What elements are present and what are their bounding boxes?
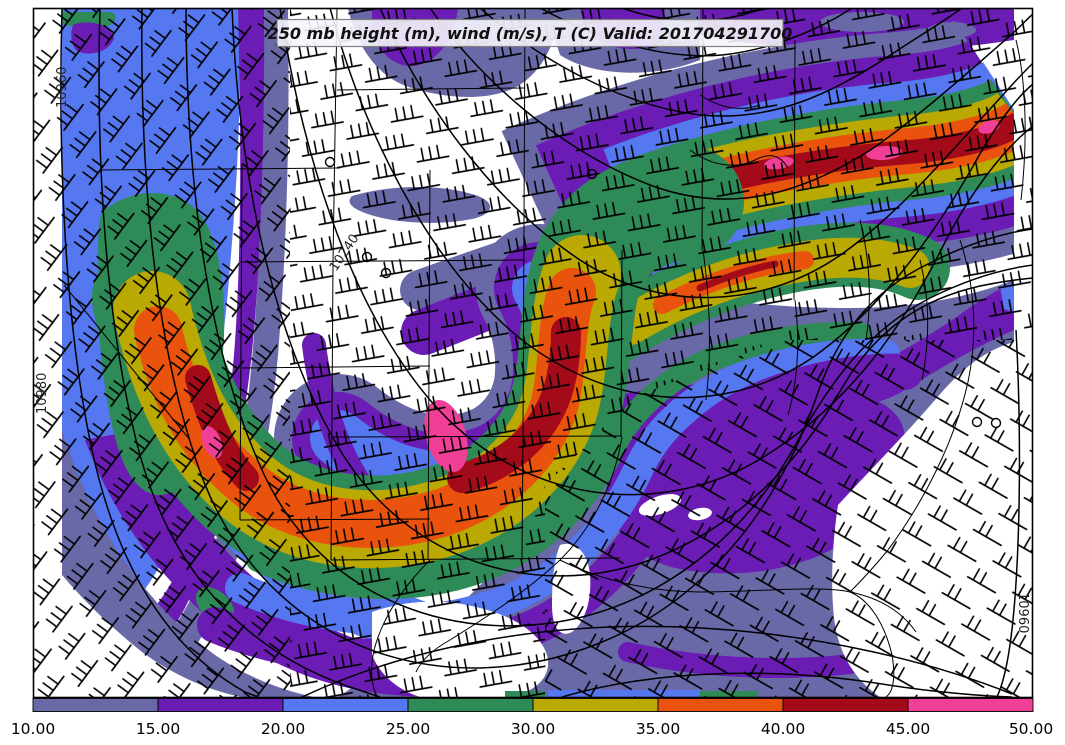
title-box: 250 mb height (m), wind (m/s), T (C) Val… (268, 18, 793, 48)
state-border (330, 557, 621, 561)
colorbar-seg-35-40 (657, 698, 784, 712)
state-border (239, 164, 243, 521)
colorbar-tick-labels: 10.00 15.00 20.00 25.00 30.00 35.00 40.0… (11, 720, 1053, 738)
colorbar-seg-30-35 (532, 698, 659, 712)
colorbar: 10.00 15.00 20.00 25.00 30.00 35.00 40.0… (11, 698, 1053, 738)
height-contour (379, 8, 1033, 299)
state-border (330, 261, 334, 561)
coastline-texas (415, 436, 623, 673)
contour-label-mid-left: 10980 (35, 373, 50, 414)
colorbar-seg-40-45 (782, 698, 909, 712)
height-contour (141, 8, 1033, 669)
title-box-rect (276, 18, 784, 48)
wind-barbs (33, 8, 1033, 697)
contour-label-top-left: 10960 (55, 67, 70, 108)
state-border (701, 8, 704, 251)
state-border (787, 299, 799, 416)
state-border (620, 249, 623, 438)
state-border (332, 8, 338, 263)
calm-circle (380, 267, 392, 279)
height-contour (98, 8, 381, 697)
state-border (702, 249, 711, 401)
state-border (336, 87, 526, 91)
colorbar-seg-20-25 (282, 698, 409, 712)
state-borders (63, 8, 1026, 697)
plot-frame (32, 7, 1034, 699)
height-contour (561, 672, 1013, 697)
state-border (99, 167, 341, 171)
colorbar-tick: 45.00 (886, 720, 930, 738)
height-contour (996, 329, 1021, 697)
colorbar-tick: 15.00 (136, 720, 180, 738)
coastline-atlantic (849, 239, 975, 593)
colorbar-tick: 10.00 (11, 720, 55, 738)
calm-circle (990, 417, 1002, 429)
colorbar-tick: 25.00 (386, 720, 430, 738)
height-contour (231, 8, 1033, 577)
colorbar-seg-45-50 (907, 698, 1034, 712)
calm-wind-circles (324, 156, 1002, 429)
state-border (241, 365, 431, 369)
colorbar-tick: 50.00 (1009, 720, 1053, 738)
coastline-great-lakes-b (699, 94, 761, 109)
height-contour (429, 8, 1033, 200)
coastline-florida (849, 591, 895, 697)
plot-title: 250 mb height (m), wind (m/s), T (C) Val… (268, 24, 793, 43)
colorbar-tick: 30.00 (511, 720, 555, 738)
state-border (793, 39, 796, 301)
height-contour (301, 625, 1013, 697)
colorbar-tick: 35.00 (636, 720, 680, 738)
height-contour (60, 8, 259, 697)
height-contour (329, 8, 1033, 399)
contour-label-right: 10960 (1015, 592, 1030, 633)
coastline-great-lakes-a (689, 149, 789, 169)
calm-circle (971, 416, 983, 428)
state-border (521, 436, 524, 561)
state-border (63, 284, 191, 441)
height-contour (479, 8, 963, 117)
calm-circle (324, 156, 336, 168)
state-border (919, 259, 929, 381)
colorbar-seg-15-20 (157, 698, 284, 712)
calm-circle (361, 251, 373, 263)
state-border (859, 219, 870, 341)
calm-circle (586, 168, 598, 180)
coastline-northeast (1015, 39, 1026, 201)
height-contour (279, 8, 1033, 496)
state-border (239, 259, 526, 263)
state-border (332, 435, 623, 438)
colorbar-seg-10-15 (32, 698, 159, 712)
state-border (371, 559, 431, 697)
state-border (239, 518, 431, 521)
colorbar-tick: 40.00 (761, 720, 805, 738)
colorbar-tick: 20.00 (261, 720, 305, 738)
height-contours (60, 8, 1033, 697)
height-contour (621, 8, 773, 22)
coastline-gulf (559, 559, 917, 633)
state-border (522, 8, 526, 438)
state-border (427, 169, 431, 561)
colorbar-seg-25-30 (407, 698, 534, 712)
